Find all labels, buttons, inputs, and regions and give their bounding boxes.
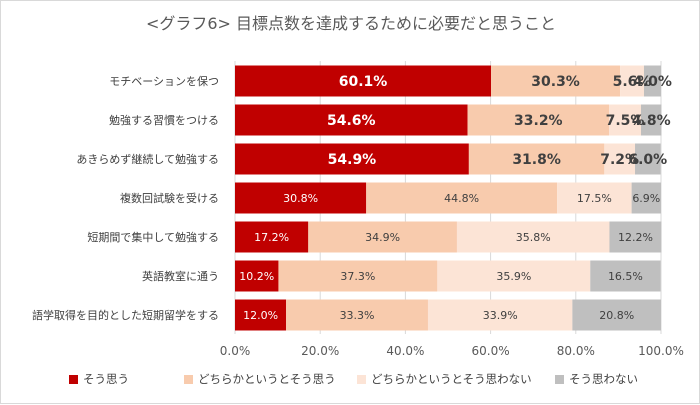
category-label: 短期間で集中して勉強する	[87, 230, 219, 244]
data-label: 6.9%	[632, 192, 660, 205]
data-label: 7.2%	[600, 152, 639, 168]
category-label: モチベーションを保つ	[109, 74, 219, 88]
bar-segment	[286, 299, 428, 331]
data-label: 6.0%	[628, 152, 667, 168]
data-label: 31.8%	[512, 152, 561, 168]
data-label: 20.8%	[599, 309, 634, 322]
data-label: 60.1%	[339, 74, 388, 90]
bar-segment	[572, 299, 661, 331]
data-label: 44.8%	[444, 192, 479, 205]
bar-segment	[456, 221, 610, 253]
bar-segment	[235, 221, 309, 253]
data-label: 54.6%	[327, 113, 376, 129]
bar-segment	[235, 104, 468, 136]
legend-item: どちらかというとそう思う	[184, 372, 336, 386]
legend-swatch	[357, 375, 366, 384]
data-label: 30.3%	[531, 74, 580, 90]
x-tick-label: 0.0%	[220, 344, 251, 358]
category-label: 語学取得を目的とした短期留学をする	[32, 308, 219, 322]
data-label: 30.8%	[283, 192, 318, 205]
bar-segments	[235, 65, 662, 331]
data-label: 12.0%	[243, 309, 278, 322]
data-label: 33.2%	[514, 113, 563, 129]
x-tick-label: 100.0%	[638, 344, 684, 358]
legend-label: どちらかというとそう思わない	[371, 372, 532, 386]
legend-label: そう思う	[83, 372, 129, 386]
bar-segment	[635, 143, 661, 175]
data-label: 35.9%	[496, 270, 531, 283]
bar-segment	[640, 104, 662, 136]
x-tick-label: 20.0%	[301, 344, 339, 358]
bar-segment	[620, 65, 644, 97]
bar-segment	[366, 182, 558, 214]
chart-title: <グラフ6> 目標点数を達成するために必要だと思うこと	[146, 14, 556, 33]
category-label: 勉強する習慣をつける	[109, 113, 219, 127]
legend-swatch	[69, 375, 78, 384]
bar-segment	[643, 65, 661, 97]
bar-segment	[557, 182, 632, 214]
category-labels: モチベーションを保つ勉強する習慣をつけるあきらめず継続して勉強する複数回試験を受…	[32, 74, 219, 322]
bar-segment	[609, 221, 662, 253]
bar-segment	[427, 299, 573, 331]
bar-segment	[467, 104, 610, 136]
x-tick-label: 80.0%	[557, 344, 595, 358]
bar-segment	[278, 260, 438, 292]
bar-segment	[468, 143, 605, 175]
bar-segment	[590, 260, 661, 292]
bar-segment	[235, 143, 469, 175]
data-label: 7.5%	[606, 113, 645, 129]
data-label: 37.3%	[340, 270, 375, 283]
bar-segment	[235, 260, 279, 292]
data-label: 35.8%	[516, 231, 551, 244]
data-label: 4.0%	[633, 74, 672, 90]
legend-item: そう思わない	[555, 372, 638, 386]
bar-segment	[437, 260, 591, 292]
data-labels: 60.1% 30.3% 5.6%4.0% 54.6% 33.2% 7.5%4.8% 54.9…	[239, 74, 672, 322]
legend-swatch	[555, 375, 564, 384]
x-tick-label: 60.0%	[472, 344, 510, 358]
bar-segment	[604, 143, 636, 175]
data-label: 5.6%	[613, 74, 652, 90]
data-label: 12.2%	[618, 231, 653, 244]
bar-segment	[235, 299, 287, 331]
legend-swatch	[184, 375, 193, 384]
bar-segment	[308, 221, 457, 253]
legend-label: どちらかというとそう思う	[198, 372, 336, 386]
bar-segment	[491, 65, 621, 97]
legend-item: どちらかというとそう思わない	[357, 372, 532, 386]
bar-segment	[609, 104, 641, 136]
data-label: 34.9%	[365, 231, 400, 244]
bar-segment	[631, 182, 661, 214]
category-label: 英語教室に通う	[142, 269, 219, 283]
bar-segment	[235, 182, 367, 214]
data-label: 16.5%	[608, 270, 643, 283]
legend-item: そう思う	[69, 372, 129, 386]
legend-label: そう思わない	[569, 372, 638, 386]
bar-segment	[235, 65, 492, 97]
data-label: 17.2%	[254, 231, 289, 244]
data-label: 4.8%	[632, 113, 671, 129]
data-label: 54.9%	[328, 152, 377, 168]
data-label: 17.5%	[577, 192, 612, 205]
x-tick-label: 40.0%	[386, 344, 424, 358]
data-label: 33.9%	[483, 309, 518, 322]
legend: そう思う どちらかというとそう思う どちらかというとそう思わない そう思わない	[69, 372, 638, 386]
data-label: 10.2%	[239, 270, 274, 283]
category-label: あきらめず継続して勉強する	[76, 152, 219, 166]
category-label: 複数回試験を受ける	[120, 191, 219, 205]
x-axis-ticks: 0.0% 20.0% 40.0% 60.0% 80.0% 100.0%	[220, 344, 684, 358]
data-label: 33.3%	[340, 309, 375, 322]
